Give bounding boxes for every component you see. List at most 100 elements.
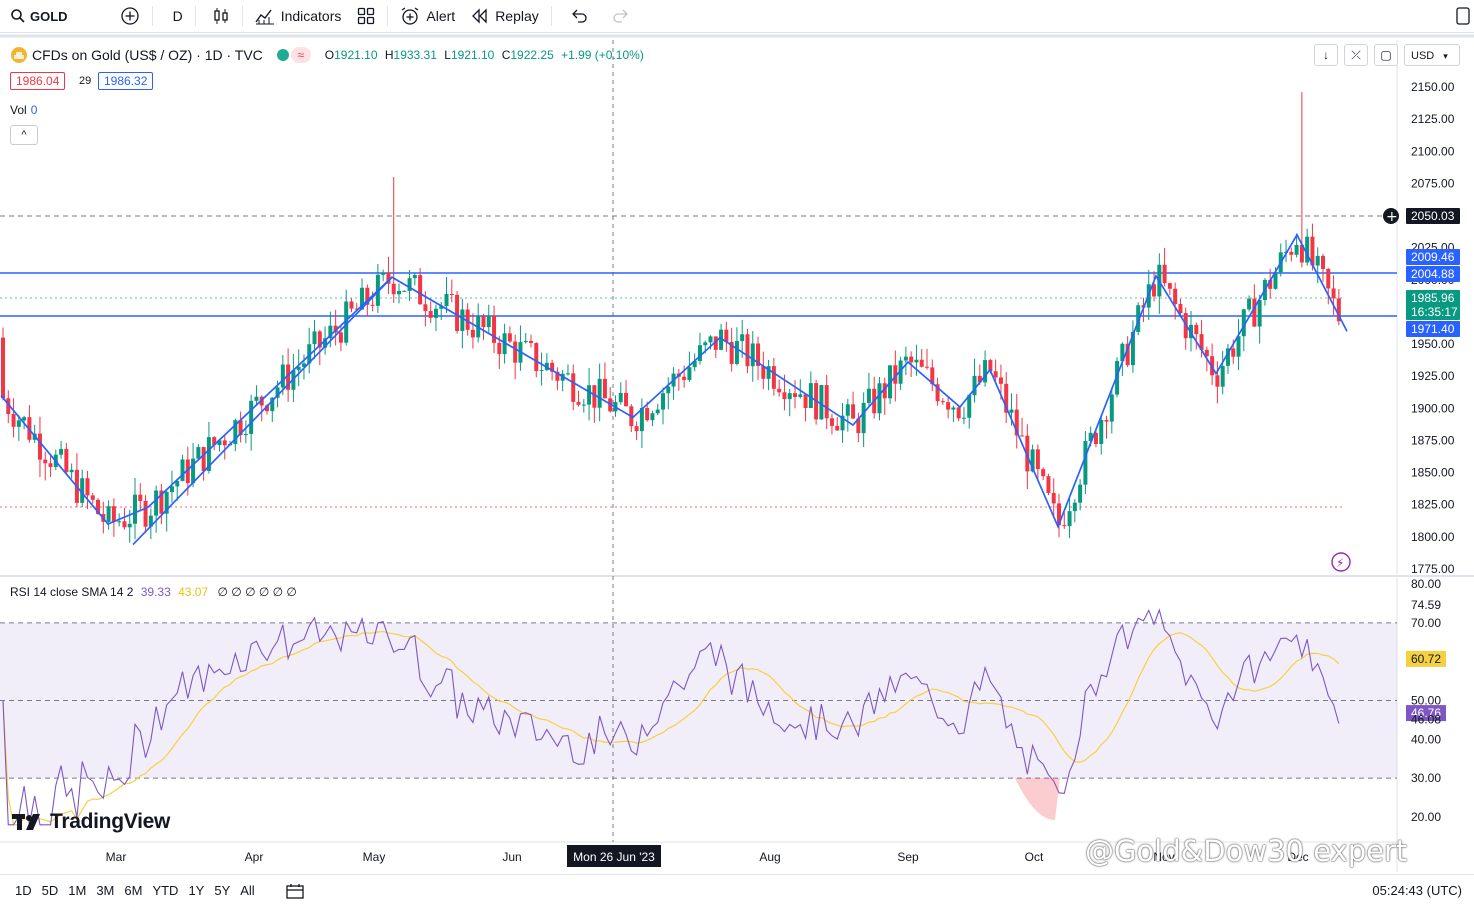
buy-price-box[interactable]: 1986.32 bbox=[98, 72, 154, 90]
symbol-title[interactable]: CFDs on Gold (US$ / OZ) · 1D · TVC bbox=[32, 47, 263, 63]
candle-body bbox=[117, 521, 122, 523]
replay-button[interactable]: Replay bbox=[463, 0, 547, 32]
candle-body bbox=[201, 447, 206, 471]
candle-body bbox=[1072, 502, 1077, 512]
redo-button[interactable] bbox=[604, 0, 638, 32]
candle-body bbox=[270, 397, 275, 412]
price-label-box bbox=[1406, 290, 1460, 306]
range-3m[interactable]: 3M bbox=[96, 883, 115, 898]
candle-body bbox=[745, 334, 750, 367]
tradingview-logo[interactable]: TradingView bbox=[12, 810, 170, 834]
currency-select[interactable]: USD ▾ bbox=[1404, 44, 1460, 66]
price-tick-label: 1925.00 bbox=[1411, 369, 1455, 383]
candle-body bbox=[1041, 469, 1046, 477]
data-delay-icon[interactable]: ≈ bbox=[290, 47, 311, 63]
indicators-button[interactable]: Indicators bbox=[247, 0, 350, 32]
candle-body bbox=[919, 359, 924, 367]
candle-body bbox=[565, 373, 570, 375]
top-toolbar: GOLD D Indicators Alert Replay bbox=[0, 0, 1474, 33]
chart-type-button[interactable] bbox=[204, 0, 238, 32]
chevron-up-icon: ^ bbox=[21, 129, 27, 141]
rsi-tick-label: 20.00 bbox=[1411, 810, 1441, 824]
price-tick-label: 2125.00 bbox=[1411, 112, 1455, 126]
interval-button[interactable]: D bbox=[165, 0, 191, 32]
range-1y[interactable]: 1Y bbox=[188, 883, 205, 898]
candle-body bbox=[808, 383, 813, 408]
candle-body bbox=[692, 360, 697, 368]
candle-body bbox=[1, 337, 5, 399]
candle-body bbox=[90, 495, 95, 500]
candle-body bbox=[866, 388, 871, 403]
goto-date-button[interactable] bbox=[286, 882, 304, 899]
move-down-button[interactable]: ↓ bbox=[1314, 44, 1338, 66]
undo-button[interactable] bbox=[562, 0, 596, 32]
maximize-pane-button[interactable]: ▢ bbox=[1374, 44, 1398, 66]
range-all[interactable]: All bbox=[240, 883, 255, 898]
candle-body bbox=[180, 459, 185, 481]
sell-price-box[interactable]: 1986.04 bbox=[10, 72, 66, 90]
collapse-pane-button[interactable]: ⤫ bbox=[1344, 44, 1368, 66]
candle-body bbox=[1067, 511, 1072, 527]
candle-body bbox=[233, 420, 238, 444]
range-1m[interactable]: 1M bbox=[68, 883, 87, 898]
candle-body bbox=[48, 463, 53, 467]
candle-body bbox=[1035, 449, 1040, 470]
candle-body bbox=[935, 384, 940, 402]
collapse-legend-button[interactable]: ^ bbox=[10, 125, 38, 145]
fullscreen-button[interactable] bbox=[1456, 7, 1470, 25]
candle-body bbox=[391, 283, 396, 295]
compare-button[interactable] bbox=[112, 0, 148, 32]
utc-clock[interactable]: 05:24:43 (UTC) bbox=[1372, 883, 1462, 898]
candle-body bbox=[819, 385, 824, 420]
symbol-search-button[interactable]: GOLD bbox=[0, 0, 76, 32]
rsi-legend[interactable]: RSI 14 close SMA 14 2 39.33 43.07 ∅ ∅ ∅ … bbox=[10, 585, 297, 599]
range-ytd[interactable]: YTD bbox=[152, 883, 179, 898]
range-6m[interactable]: 6M bbox=[124, 883, 143, 898]
price-label-box bbox=[1406, 208, 1460, 224]
spread-value: 29 bbox=[79, 75, 92, 87]
symbol-label: GOLD bbox=[30, 8, 68, 24]
candle-body bbox=[1289, 251, 1294, 255]
candle-body bbox=[185, 459, 190, 484]
candle-body bbox=[1231, 348, 1236, 357]
candle-body bbox=[798, 394, 803, 397]
candle-body bbox=[349, 301, 354, 309]
volume-value: 0 bbox=[30, 103, 38, 117]
candle-body bbox=[766, 366, 771, 379]
range-1d[interactable]: 1D bbox=[15, 883, 32, 898]
range-5d[interactable]: 5D bbox=[41, 883, 59, 898]
candles-icon bbox=[214, 8, 228, 24]
rsi-value-label: 46.76 bbox=[1411, 706, 1441, 720]
candle-body bbox=[1252, 298, 1257, 327]
candle-body bbox=[724, 329, 729, 342]
candle-body bbox=[940, 401, 945, 403]
range-5y[interactable]: 5Y bbox=[214, 883, 231, 898]
candle-body bbox=[344, 301, 349, 343]
search-icon bbox=[11, 9, 25, 23]
candle-body bbox=[1030, 449, 1035, 472]
market-status-icon[interactable] bbox=[276, 49, 289, 61]
candle-body bbox=[37, 433, 42, 460]
month-tick-label: Oct bbox=[1025, 850, 1044, 864]
candle-body bbox=[914, 359, 919, 363]
ohlc-values: O1921.10 H1933.31 L1921.10 C1922.25 +1.9… bbox=[324, 48, 644, 62]
toolbar-divider bbox=[194, 6, 196, 26]
alert-button[interactable]: Alert bbox=[392, 0, 463, 32]
candle-body bbox=[756, 343, 761, 366]
price-tick-label: 1850.00 bbox=[1411, 466, 1455, 480]
price-tick-label: 1950.00 bbox=[1411, 337, 1455, 351]
price-tick-label: 1800.00 bbox=[1411, 530, 1455, 544]
candle-body bbox=[6, 398, 11, 415]
candle-body bbox=[523, 340, 528, 343]
candle-body bbox=[249, 400, 254, 434]
gold-coin-icon bbox=[11, 47, 27, 63]
candle-body bbox=[354, 308, 359, 310]
candle-body bbox=[265, 405, 269, 412]
candle-body bbox=[323, 338, 328, 348]
candle-body bbox=[666, 386, 671, 394]
candle-body bbox=[460, 309, 465, 332]
layouts-button[interactable] bbox=[349, 0, 383, 32]
candle-body bbox=[539, 370, 544, 372]
candle-body bbox=[597, 378, 602, 408]
